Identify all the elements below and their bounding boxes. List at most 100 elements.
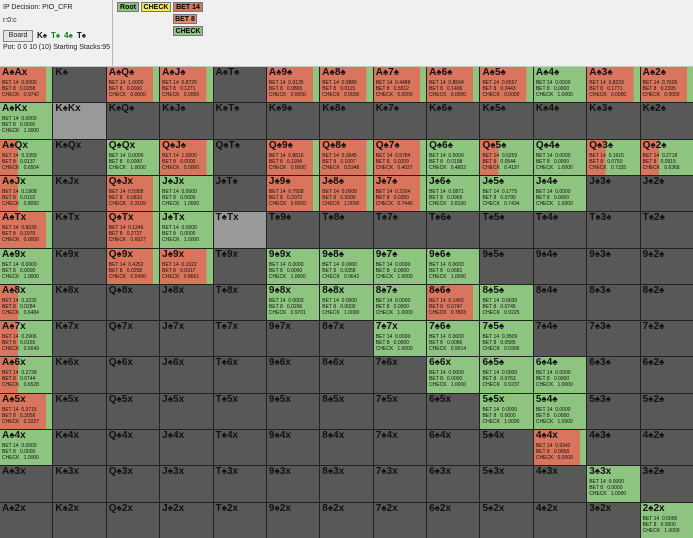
bet14-button[interactable]: BET 14	[173, 2, 203, 12]
hand-cell[interactable]: 5♠4x	[480, 430, 533, 466]
hand-cell[interactable]: A♠6♠ BET 14 0.8594 BET 8 0.1406 CHECK 0.000…	[427, 67, 480, 103]
hand-cell[interactable]: Q♠7x	[106, 321, 160, 357]
hand-cell[interactable]: 9♠2x	[266, 502, 320, 538]
hand-cell[interactable]: J♠7♠ BET 14 0.2204 BET 8 0.0350 CHECK 0.744…	[373, 175, 427, 212]
hand-cell[interactable]: Q♠4♠ BET 14 0.0000 BET 8 0.0000 CHECK 1.000…	[533, 139, 587, 175]
hand-cell[interactable]: 5♠2♠	[640, 393, 693, 430]
hand-cell[interactable]: 5♠3x	[480, 466, 533, 502]
hand-cell[interactable]: A♠Qx BET 14 0.3359 BET 8 0.0137 CHECK 0.650…	[0, 139, 53, 175]
hand-cell[interactable]: 8♠5x	[320, 393, 373, 430]
hand-cell[interactable]: 9♠6x	[266, 357, 320, 393]
hand-cell[interactable]: J♠6x	[160, 357, 213, 393]
hand-cell[interactable]: Q♠Tx BET 14 0.1246 BET 8 0.2727 CHECK 0.602…	[106, 212, 160, 248]
hand-cell[interactable]: J♠2x	[160, 502, 213, 538]
hand-cell[interactable]: Q♠T♠	[213, 139, 266, 175]
hand-cell[interactable]: T♠7♠	[373, 212, 427, 248]
hand-cell[interactable]: K♠Kx	[53, 103, 106, 139]
hand-cell[interactable]: Q♠6x	[106, 357, 160, 393]
hand-cell[interactable]: 7♠2x	[373, 502, 427, 538]
hand-cell[interactable]: J♠9♠ BET 14 0.7928 BET 8 0.2072 CHECK 0.000…	[266, 175, 320, 212]
hand-cell[interactable]: K♠3♠	[587, 103, 640, 139]
hand-cell[interactable]: T♠2x	[213, 502, 266, 538]
hand-cell[interactable]: J♠Jx BET 14 0.0000 BET 8 0.0000 CHECK 1.000…	[160, 175, 213, 212]
hand-cell[interactable]: Q♠Qx BET 14 0.0000 BET 8 0.0000 CHECK 1.000…	[106, 139, 160, 175]
hand-cell[interactable]: 7♠3♠	[587, 321, 640, 357]
root-button[interactable]: Root	[117, 2, 139, 12]
hand-cell[interactable]: Q♠2♠ BET 14 0.2718 BET 8 0.0915 CHECK 0.636…	[640, 139, 693, 175]
hand-cell[interactable]: K♠8♠	[320, 103, 373, 139]
hand-cell[interactable]: 8♠4♠	[533, 284, 587, 321]
hand-cell[interactable]: 8♠2x	[320, 502, 373, 538]
hand-cell[interactable]: 7♠7x BET 14 0.0000 BET 8 0.0000 CHECK 1.000…	[373, 321, 427, 357]
hand-cell[interactable]: Q♠7♠ BET 14 0.5784 BET 8 0.0209 CHECK 0.402…	[373, 139, 427, 175]
hand-cell[interactable]: T♠7x	[213, 321, 266, 357]
hand-cell[interactable]: J♠2♠	[640, 175, 693, 212]
hand-cell[interactable]: A♠8♠ BET 14 0.9885 BET 8 0.0115 CHECK 0.000…	[320, 67, 373, 103]
hand-cell[interactable]: 9♠6♠ BET 14 0.0000 BET 8 0.0681 CHECK 1.000…	[427, 248, 480, 284]
hand-cell[interactable]: 3♠2♠	[640, 466, 693, 502]
hand-cell[interactable]: Q♠6♠ BET 14 0.5000 BET 8 0.0198 CHECK 0.480…	[427, 139, 480, 175]
hand-cell[interactable]: A♠7♠ BET 14 0.4488 BET 8 0.5512 CHECK 0.000…	[373, 67, 427, 103]
hand-cell[interactable]: J♠3♠	[587, 175, 640, 212]
hand-cell[interactable]: 8♠7x	[320, 321, 373, 357]
hand-cell[interactable]: A♠Q♠ BET 14 1.0000 BET 8 0.0000 CHECK 0.000…	[106, 67, 160, 103]
hand-cell[interactable]: T♠5x	[213, 393, 266, 430]
hand-cell[interactable]: J♠5x	[160, 393, 213, 430]
hand-cell[interactable]: Q♠8x	[106, 284, 160, 321]
hand-cell[interactable]: 9♠5♠	[480, 248, 533, 284]
hand-cell[interactable]: T♠9x	[213, 248, 266, 284]
hand-cell[interactable]: 5♠5x BET 14 0.0000 BET 8 0.0000 CHECK 1.000…	[480, 393, 533, 430]
hand-cell[interactable]: A♠T♠	[213, 67, 266, 103]
hand-cell[interactable]: T♠6♠	[427, 212, 480, 248]
hand-cell[interactable]: 4♠2♠	[640, 430, 693, 466]
hand-cell[interactable]: 2♠2x BET 14 0.0000 BET 8 0.0000 CHECK 1.000…	[640, 502, 693, 538]
hand-cell[interactable]: A♠5♠ BET 14 0.6557 BET 8 0.3443 CHECK 0.000…	[480, 67, 533, 103]
hand-cell[interactable]: A♠9♠ BET 14 0.9135 BET 8 0.0865 CHECK 0.000…	[266, 67, 320, 103]
board-button[interactable]: Board	[3, 30, 33, 42]
hand-cell[interactable]: 9♠3x	[266, 466, 320, 502]
hand-cell[interactable]: Q♠3x	[106, 466, 160, 502]
hand-cell[interactable]: Q♠3♠ BET 14 0.1915 BET 8 0.0750 CHECK 0.733…	[587, 139, 640, 175]
hand-cell[interactable]: J♠3x	[160, 466, 213, 502]
hand-cell[interactable]: K♠5x	[53, 393, 106, 430]
hand-cell[interactable]: T♠5♠	[480, 212, 533, 248]
hand-cell[interactable]: 4♠3♠	[587, 430, 640, 466]
check-option-button[interactable]: CHECK	[173, 26, 203, 36]
hand-cell[interactable]: K♠5♠	[480, 103, 533, 139]
hand-cell[interactable]: 8♠5♠ BET 14 0.0030 BET 8 0.0745 CHECK 0.922…	[480, 284, 533, 321]
hand-cell[interactable]: J♠Tx BET 14 0.0000 BET 8 0.0000 CHECK 1.000…	[160, 212, 213, 248]
hand-cell[interactable]: T♠8♠	[320, 212, 373, 248]
hand-cell[interactable]: Q♠8♠ BET 14 0.3645 BET 8 0.1007 CHECK 0.534…	[320, 139, 373, 175]
hand-cell[interactable]: 4♠2x	[533, 502, 587, 538]
hand-cell[interactable]: 7♠5x	[373, 393, 427, 430]
hand-cell[interactable]: 8♠3♠	[587, 284, 640, 321]
hand-cell[interactable]: T♠3x	[213, 466, 266, 502]
hand-cell[interactable]: 7♠5♠ BET 14 0.3509 BET 8 0.0585 CHECK 0.590…	[480, 321, 533, 357]
hand-cell[interactable]: J♠5♠ BET 14 0.1775 BET 8 0.0790 CHECK 0.743…	[480, 175, 533, 212]
hand-cell[interactable]: 9♠9x BET 14 0.0000 BET 8 0.0000 CHECK 1.000…	[266, 248, 320, 284]
hand-cell[interactable]: A♠3x	[0, 466, 53, 502]
hand-cell[interactable]: A♠4♠ BET 14 0.0000 BET 8 0.0000 CHECK 1.000…	[533, 67, 587, 103]
hand-cell[interactable]: K♠3x	[53, 466, 106, 502]
hand-cell[interactable]: A♠Kx BET 14 0.0000 BET 8 0.0000 CHECK 1.000…	[0, 103, 53, 139]
hand-cell[interactable]: J♠6♠ BET 14 0.0871 BET 8 0.0969 CHECK 0.816…	[427, 175, 480, 212]
hand-cell[interactable]: A♠4x BET 14 0.0000 BET 8 0.0000 CHECK 1.000…	[0, 430, 53, 466]
hand-cell[interactable]: 8♠7♠ BET 14 0.0000 BET 8 0.0000 CHECK 1.000…	[373, 284, 427, 321]
hand-cell[interactable]: A♠7x BET 14 0.2906 BET 8 0.0165 CHECK 0.664…	[0, 321, 53, 357]
hand-cell[interactable]: 6♠5x	[427, 393, 480, 430]
hand-cell[interactable]: 8♠8x BET 14 0.0000 BET 8 0.0000 CHECK 1.000…	[320, 284, 373, 321]
hand-cell[interactable]: Q♠2x	[106, 502, 160, 538]
hand-cell[interactable]: Q♠4x	[106, 430, 160, 466]
hand-cell[interactable]: 9♠7♠ BET 14 0.0000 BET 8 0.0000 CHECK 1.000…	[373, 248, 427, 284]
hand-cell[interactable]: K♠Q♠	[106, 103, 160, 139]
hand-cell[interactable]: J♠T♠	[213, 175, 266, 212]
hand-cell[interactable]: 9♠8♠ BET 14 0.0000 BET 8 0.0358 CHECK 0.964…	[320, 248, 373, 284]
hand-cell[interactable]: 4♠3x	[533, 466, 587, 502]
hand-cell[interactable]: K♠7♠	[373, 103, 427, 139]
hand-cell[interactable]: K♠2x	[53, 502, 106, 538]
hand-cell[interactable]: T♠6x	[213, 357, 266, 393]
hand-cell[interactable]: 6♠3x	[427, 466, 480, 502]
hand-cell[interactable]: 6♠5♠ BET 14 0.0000 BET 8 0.0763 CHECK 0.923…	[480, 357, 533, 393]
hand-cell[interactable]: Q♠J♠ BET 14 1.0000 BET 8 0.0000 CHECK 0.000…	[160, 139, 213, 175]
hand-cell[interactable]: 9♠7x	[266, 321, 320, 357]
